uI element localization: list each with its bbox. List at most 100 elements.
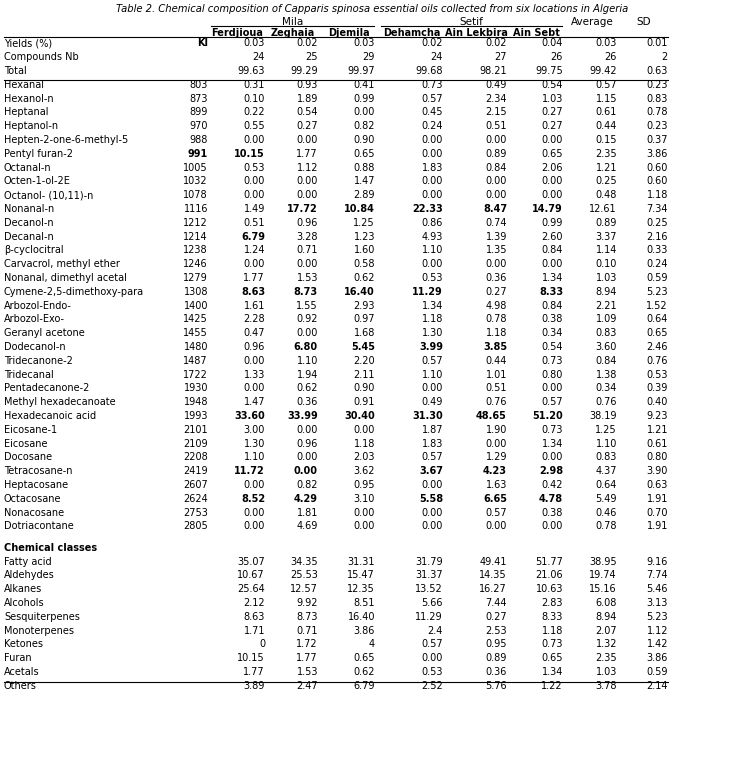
Text: 3.86: 3.86 [647, 654, 668, 663]
Text: 2.93: 2.93 [353, 301, 375, 310]
Text: 51.20: 51.20 [532, 411, 563, 421]
Text: 0.00: 0.00 [422, 176, 443, 186]
Text: 0.65: 0.65 [542, 654, 563, 663]
Text: 0.00: 0.00 [297, 176, 318, 186]
Text: 0.84: 0.84 [596, 356, 617, 366]
Text: 3.86: 3.86 [353, 626, 375, 636]
Text: 3.28: 3.28 [297, 232, 318, 242]
Text: Docosane: Docosane [4, 452, 52, 463]
Text: 0.00: 0.00 [243, 508, 265, 518]
Text: 8.51: 8.51 [353, 598, 375, 608]
Text: 1.72: 1.72 [296, 640, 318, 650]
Text: Ain Lekbira: Ain Lekbira [445, 28, 508, 38]
Text: 1238: 1238 [183, 246, 208, 256]
Text: 8.63: 8.63 [243, 612, 265, 622]
Text: 0.00: 0.00 [542, 176, 563, 186]
Text: Sesquiterpenes: Sesquiterpenes [4, 612, 80, 622]
Text: 49.41: 49.41 [479, 557, 507, 567]
Text: 1.83: 1.83 [422, 163, 443, 172]
Text: Nonanal-n: Nonanal-n [4, 204, 54, 214]
Text: 2.07: 2.07 [595, 626, 617, 636]
Text: 0.00: 0.00 [422, 149, 443, 159]
Text: 0.84: 0.84 [542, 246, 563, 256]
Text: 0.60: 0.60 [647, 163, 668, 172]
Text: Decanal-n: Decanal-n [4, 232, 54, 242]
Text: 0.00: 0.00 [542, 452, 563, 463]
Text: Yields (%): Yields (%) [4, 38, 52, 48]
Text: Octacosane: Octacosane [4, 494, 62, 504]
Text: 0.88: 0.88 [353, 163, 375, 172]
Text: 1.47: 1.47 [243, 397, 265, 407]
Text: 0.00: 0.00 [353, 522, 375, 531]
Text: Pentyl furan-2: Pentyl furan-2 [4, 149, 73, 159]
Text: 0.54: 0.54 [542, 80, 563, 90]
Text: 0.84: 0.84 [542, 301, 563, 310]
Text: 1.83: 1.83 [422, 438, 443, 448]
Text: 7.34: 7.34 [647, 204, 668, 214]
Text: 0.00: 0.00 [486, 135, 507, 145]
Text: 4: 4 [369, 640, 375, 650]
Text: 1214: 1214 [183, 232, 208, 242]
Text: 1.14: 1.14 [596, 246, 617, 256]
Text: 3.78: 3.78 [595, 681, 617, 691]
Text: 988: 988 [190, 135, 208, 145]
Text: 25.64: 25.64 [237, 584, 265, 594]
Text: 8.63: 8.63 [241, 287, 265, 297]
Text: 0.00: 0.00 [422, 190, 443, 200]
Text: 0.00: 0.00 [243, 259, 265, 269]
Text: 0.36: 0.36 [486, 273, 507, 283]
Text: 2.46: 2.46 [647, 342, 668, 352]
Text: 0.65: 0.65 [353, 654, 375, 663]
Text: Hexanal: Hexanal [4, 80, 44, 90]
Text: Carvacrol, methyl ether: Carvacrol, methyl ether [4, 259, 120, 269]
Text: 2.11: 2.11 [353, 370, 375, 380]
Text: 1.25: 1.25 [353, 218, 375, 228]
Text: 2101: 2101 [183, 425, 208, 435]
Text: 1.10: 1.10 [596, 438, 617, 448]
Text: 8.33: 8.33 [542, 612, 563, 622]
Text: 2.14: 2.14 [647, 681, 668, 691]
Text: Cymene-2,5-dimethoxy-para: Cymene-2,5-dimethoxy-para [4, 287, 144, 297]
Text: 1.34: 1.34 [542, 273, 563, 283]
Text: Octanol- (10,11)-n: Octanol- (10,11)-n [4, 190, 94, 200]
Text: 1.34: 1.34 [422, 301, 443, 310]
Text: 6.80: 6.80 [294, 342, 318, 352]
Text: 0.51: 0.51 [486, 384, 507, 393]
Text: Dotriacontane: Dotriacontane [4, 522, 74, 531]
Text: 0.95: 0.95 [353, 480, 375, 490]
Text: Ferdjioua: Ferdjioua [211, 28, 263, 38]
Text: 0.51: 0.51 [486, 122, 507, 131]
Text: 3.37: 3.37 [595, 232, 617, 242]
Text: 10.84: 10.84 [344, 204, 375, 214]
Text: 1078: 1078 [183, 190, 208, 200]
Text: 3.89: 3.89 [243, 681, 265, 691]
Text: 2.15: 2.15 [485, 108, 507, 118]
Text: 0.57: 0.57 [542, 397, 563, 407]
Text: 4.98: 4.98 [486, 301, 507, 310]
Text: 1.10: 1.10 [422, 370, 443, 380]
Text: 0.53: 0.53 [422, 273, 443, 283]
Text: 0.00: 0.00 [486, 190, 507, 200]
Text: 0.15: 0.15 [595, 135, 617, 145]
Text: 1.35: 1.35 [486, 246, 507, 256]
Text: 12.61: 12.61 [589, 204, 617, 214]
Text: 1.24: 1.24 [243, 246, 265, 256]
Text: 0.00: 0.00 [353, 425, 375, 435]
Text: 6.65: 6.65 [483, 494, 507, 504]
Text: 26: 26 [551, 52, 563, 62]
Text: 0.57: 0.57 [421, 640, 443, 650]
Text: 3.60: 3.60 [596, 342, 617, 352]
Text: 0.57: 0.57 [421, 356, 443, 366]
Text: 0.34: 0.34 [596, 384, 617, 393]
Text: 1.49: 1.49 [243, 204, 265, 214]
Text: 0.00: 0.00 [486, 259, 507, 269]
Text: 0.82: 0.82 [353, 122, 375, 131]
Text: 8.94: 8.94 [596, 612, 617, 622]
Text: 0.96: 0.96 [243, 342, 265, 352]
Text: 5.46: 5.46 [647, 584, 668, 594]
Text: Methyl hexadecanoate: Methyl hexadecanoate [4, 397, 115, 407]
Text: 0.78: 0.78 [647, 108, 668, 118]
Text: 0.49: 0.49 [486, 80, 507, 90]
Text: Total: Total [4, 66, 27, 76]
Text: Eicosane-1: Eicosane-1 [4, 425, 57, 435]
